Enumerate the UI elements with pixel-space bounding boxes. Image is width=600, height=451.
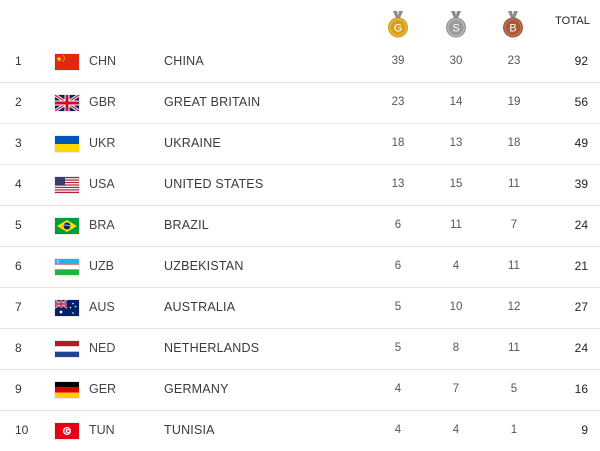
country-name-cell: TUNISIA [164, 423, 215, 437]
bronze-count-cell: 12 [507, 301, 521, 313]
gold-count-cell: 5 [394, 342, 402, 354]
bronze-count-cell: 7 [510, 219, 518, 231]
great-britain-flag-icon [55, 95, 79, 111]
silver-count-cell: 15 [449, 178, 463, 190]
medal-table-row[interactable]: 8 NED NETHERLANDS 5 8 11 24 [0, 328, 600, 370]
country-code-cell: CHN [89, 54, 117, 68]
total-count-cell: 92 [574, 54, 588, 68]
gold-count-cell: 5 [394, 301, 402, 313]
silver-medal-icon: S [445, 11, 467, 38]
gold-count-cell: 4 [394, 383, 402, 395]
silver-count-cell: 14 [449, 96, 463, 108]
gold-count-cell: 18 [391, 137, 405, 149]
rank-cell: 9 [15, 382, 22, 396]
gold-medal-letter: G [394, 23, 403, 35]
country-name-cell: GERMANY [164, 382, 229, 396]
bronze-count-cell: 23 [507, 55, 521, 67]
silver-count-cell: 10 [449, 301, 463, 313]
bronze-count-cell: 11 [508, 178, 520, 190]
medal-table-row[interactable]: 1 CHN CHINA 39 30 23 92 [0, 41, 600, 83]
silver-count-cell: 30 [449, 55, 463, 67]
silver-count-cell: 11 [450, 219, 462, 231]
medal-table-row[interactable]: 2 GBR GREAT BRITAIN 23 14 19 56 [0, 82, 600, 124]
bronze-medal-icon: B [502, 11, 524, 38]
bronze-count-cell: 1 [510, 424, 518, 436]
gold-count-cell: 6 [394, 219, 402, 231]
germany-flag-icon [55, 382, 79, 398]
country-code-cell: GER [89, 382, 117, 396]
silver-count-cell: 4 [452, 424, 460, 436]
country-code-cell: GBR [89, 95, 117, 109]
country-code-cell: AUS [89, 300, 115, 314]
bronze-count-cell: 18 [507, 137, 521, 149]
medal-table-row[interactable]: 7 AUS AUSTRALIA 5 10 12 27 [0, 287, 600, 329]
medal-table-row[interactable]: 4 USA UNITED STATES 13 15 11 39 [0, 164, 600, 206]
total-count-cell: 39 [574, 177, 588, 191]
rank-cell: 5 [15, 218, 22, 232]
total-column-header: TOTAL [555, 15, 590, 27]
gold-medal-icon: G [387, 11, 409, 38]
total-count-cell: 27 [574, 300, 588, 314]
country-name-cell: UZBEKISTAN [164, 259, 244, 273]
rank-cell: 3 [15, 136, 22, 150]
silver-count-cell: 8 [452, 342, 460, 354]
total-count-cell: 21 [574, 259, 588, 273]
china-flag-icon [55, 54, 79, 70]
country-name-cell: NETHERLANDS [164, 341, 260, 355]
country-name-cell: AUSTRALIA [164, 300, 236, 314]
medal-table-row[interactable]: 6 UZB UZBEKISTAN 6 4 11 21 [0, 246, 600, 288]
country-code-cell: TUN [89, 423, 115, 437]
total-count-cell: 16 [574, 382, 588, 396]
total-count-cell: 56 [574, 95, 588, 109]
bronze-count-cell: 11 [508, 260, 520, 272]
bronze-count-cell: 5 [510, 383, 518, 395]
silver-medal-letter: S [452, 23, 459, 35]
gold-count-cell: 4 [394, 424, 402, 436]
rank-cell: 10 [15, 423, 29, 437]
australia-flag-icon [55, 300, 79, 316]
rank-cell: 8 [15, 341, 22, 355]
gold-count-cell: 39 [391, 55, 405, 67]
country-name-cell: GREAT BRITAIN [164, 95, 261, 109]
country-code-cell: USA [89, 177, 115, 191]
gold-count-cell: 13 [391, 178, 405, 190]
netherlands-flag-icon [55, 341, 79, 357]
brazil-flag-icon [55, 218, 79, 234]
gold-count-cell: 23 [391, 96, 405, 108]
total-count-cell: 24 [574, 341, 588, 355]
medal-table-row[interactable]: 5 BRA BRAZIL 6 11 7 24 [0, 205, 600, 247]
total-count-cell: 49 [574, 136, 588, 150]
united-states-flag-icon [55, 177, 79, 193]
silver-count-cell: 4 [452, 260, 460, 272]
rank-cell: 7 [15, 300, 22, 314]
rank-cell: 1 [15, 54, 22, 68]
country-code-cell: UZB [89, 259, 114, 273]
ukraine-flag-icon [55, 136, 79, 152]
country-code-cell: NED [89, 341, 116, 355]
rank-cell: 2 [15, 95, 22, 109]
country-name-cell: CHINA [164, 54, 204, 68]
country-code-cell: BRA [89, 218, 115, 232]
tunisia-flag-icon [55, 423, 79, 439]
medal-table-row[interactable]: 10 TUN TUNISIA 4 4 1 9 [0, 410, 600, 451]
total-count-cell: 24 [574, 218, 588, 232]
country-code-cell: UKR [89, 136, 116, 150]
rank-cell: 4 [15, 177, 22, 191]
country-name-cell: UKRAINE [164, 136, 221, 150]
medal-table-row[interactable]: 9 GER GERMANY 4 7 5 16 [0, 369, 600, 411]
silver-count-cell: 7 [452, 383, 460, 395]
silver-count-cell: 13 [449, 137, 463, 149]
uzbekistan-flag-icon [55, 259, 79, 275]
country-name-cell: UNITED STATES [164, 177, 264, 191]
bronze-count-cell: 19 [507, 96, 521, 108]
bronze-count-cell: 11 [508, 342, 520, 354]
rank-cell: 6 [15, 259, 22, 273]
total-count-cell: 9 [581, 423, 588, 437]
bronze-medal-letter: B [509, 23, 516, 35]
gold-count-cell: 6 [394, 260, 402, 272]
country-name-cell: BRAZIL [164, 218, 209, 232]
medal-table-row[interactable]: 3 UKR UKRAINE 18 13 18 49 [0, 123, 600, 165]
medal-table-header: G S B TOTAL [0, 0, 600, 41]
